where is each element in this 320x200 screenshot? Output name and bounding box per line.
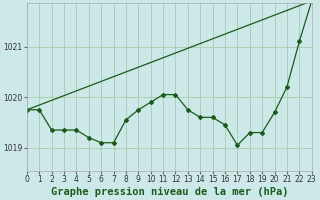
X-axis label: Graphe pression niveau de la mer (hPa): Graphe pression niveau de la mer (hPa) — [51, 186, 288, 197]
